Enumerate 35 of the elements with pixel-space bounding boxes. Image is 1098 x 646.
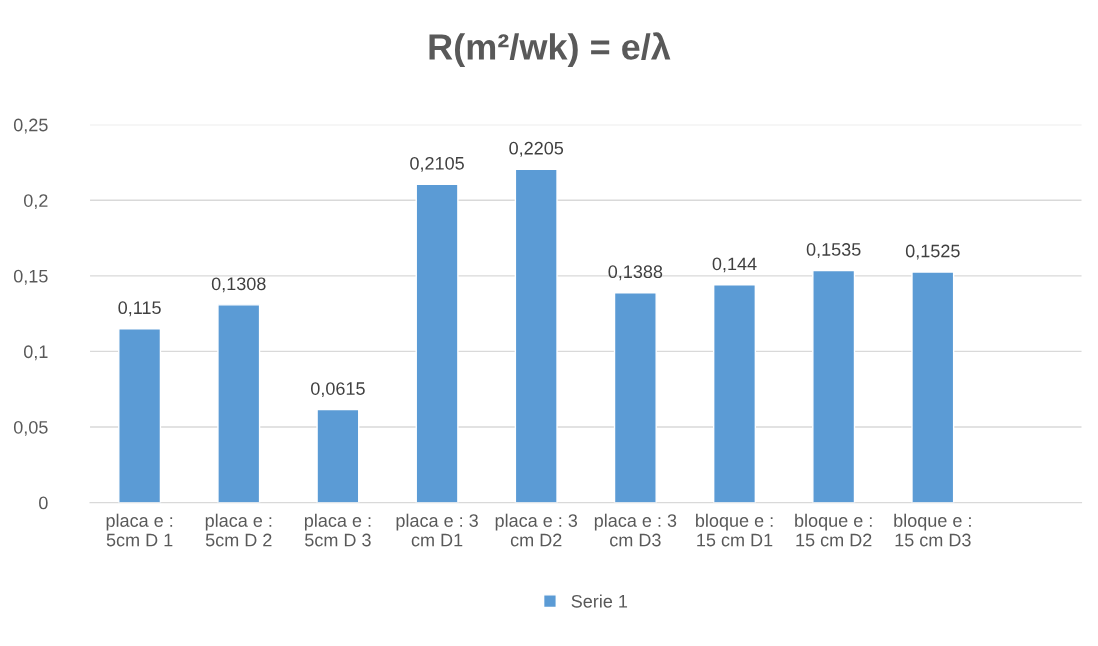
data-label: 0,2105: [410, 156, 464, 172]
data-label: 0,1308: [211, 277, 266, 293]
bar: [712, 284, 757, 503]
bar: [514, 168, 558, 503]
x-tick-label: bloque e : 15 cm D1: [696, 513, 773, 547]
x-tick-label: placa e : 5cm D 1: [106, 513, 173, 547]
x-tick-label: placa e : 3 cm D2: [495, 513, 578, 547]
x-tick-label: placa e : 3 cm D3: [594, 513, 677, 547]
data-label: 0,1388: [608, 265, 663, 281]
legend-label: Serie 1: [571, 594, 628, 608]
data-label: 0,1535: [806, 243, 861, 258]
bar: [118, 328, 162, 503]
data-label: 0,115: [118, 301, 161, 317]
bar: [812, 269, 856, 503]
bar: [911, 271, 955, 503]
chart-title: R(m²/wk) = e/λ: [429, 32, 671, 67]
data-label: 0,1525: [905, 244, 960, 260]
data-label: 0,0615: [311, 382, 365, 398]
y-tick-label: 0: [39, 496, 48, 510]
x-tick-label: placa e : 5cm D 2: [205, 513, 272, 547]
x-tick-label: placa e : 3 cm D1: [396, 513, 478, 547]
bar: [613, 292, 657, 503]
y-tick-label: 0,15: [13, 269, 48, 285]
x-tick-label: bloque e : 15 cm D3: [894, 513, 971, 547]
data-label: 0,2205: [509, 141, 564, 157]
bar: [217, 304, 261, 503]
y-tick-label: 0,05: [13, 420, 48, 436]
bar: [316, 408, 360, 503]
y-tick-label: 0,2: [23, 194, 48, 210]
data-label: 0,144: [712, 257, 757, 273]
x-tick-label: placa e : 5cm D 3: [304, 513, 371, 547]
x-tick-label: bloque e : 15 cm D2: [795, 513, 872, 547]
bar: [415, 183, 459, 503]
y-tick-label: 0,1: [23, 345, 48, 361]
y-tick-label: 0,25: [13, 118, 48, 134]
